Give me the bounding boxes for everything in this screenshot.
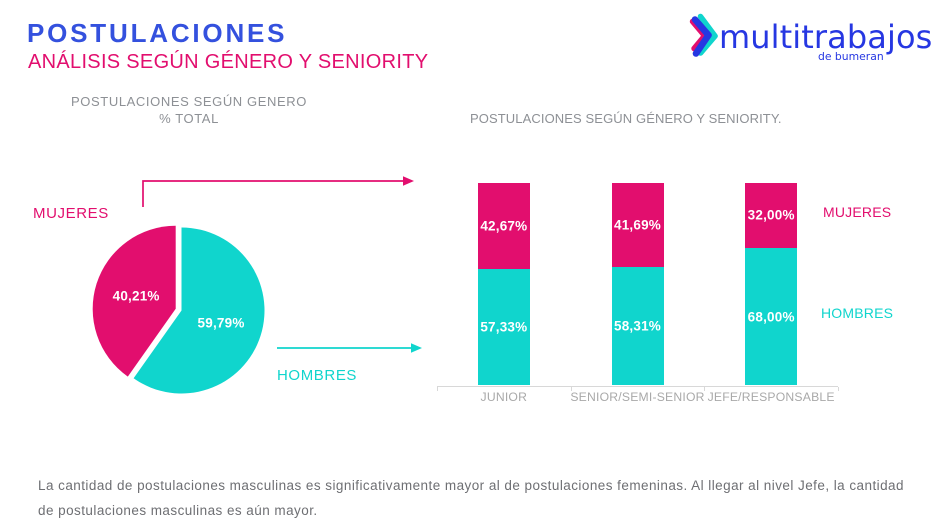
bar-value-jefe/responsable-mujeres: 32,00% — [747, 207, 795, 223]
pie-chart-title: POSTULACIONES SEGÚN GENERO % TOTAL — [64, 94, 314, 127]
legend-hombres: HOMBRES — [821, 305, 894, 321]
x-axis-line — [437, 385, 838, 387]
bar-jefe/responsable-mujeres — [745, 183, 798, 248]
pie-value-hombres: 59,79% — [197, 315, 245, 331]
pie-chart-title-line1: POSTULACIONES SEGÚN GENERO — [71, 94, 307, 109]
bar-value-jefe/responsable-hombres: 68,00% — [747, 309, 795, 325]
footer-note-line2: de postulaciones masculinas es aún mayor… — [38, 502, 318, 518]
footer-note-line1: La cantidad de postulaciones masculinas … — [38, 478, 904, 493]
pie-slice-hombres — [133, 227, 265, 394]
pie-value-mujeres: 40,21% — [112, 288, 160, 304]
bar-chart-title: POSTULACIONES SEGÚN GÉNERO Y SENIORITY. — [470, 111, 782, 126]
mujeres-arrow — [142, 176, 414, 207]
x-axis-tick — [570, 386, 572, 391]
legend-mujeres: MUJERES — [823, 204, 892, 220]
bar-jefe/responsable-hombres — [745, 247, 798, 386]
x-axis-tick — [838, 386, 839, 391]
bar-value-junior-hombres: 57,33% — [480, 319, 528, 335]
logo-sub-text: de bumeran — [818, 50, 884, 63]
pie-chart — [92, 225, 265, 394]
x-axis-tick — [704, 386, 706, 391]
category-label-jefe/responsable: JEFE/RESPONSABLE — [707, 390, 835, 404]
category-label-junior: JUNIOR — [480, 390, 528, 404]
pie-label-mujeres: MUJERES — [33, 205, 109, 222]
bar-senior/semi-senior-hombres — [611, 267, 664, 386]
category-label-senior/semi-senior: SENIOR/SEMI-SENIOR — [570, 390, 705, 404]
pie-chart-title-line2: % TOTAL — [159, 110, 219, 126]
multitrabajos-logo: multitrabajos de bumeran — [684, 10, 938, 63]
bar-value-senior/semi-senior-hombres: 58,31% — [614, 318, 661, 334]
bar-junior-mujeres — [477, 183, 530, 270]
hombres-arrow — [277, 343, 422, 353]
bar-value-junior-mujeres: 42,67% — [480, 218, 528, 234]
page-subtitle: ANÁLISIS SEGÚN GÉNERO Y SENIORITY — [28, 51, 429, 73]
x-axis-tick — [437, 386, 438, 391]
bar-senior/semi-senior-mujeres — [611, 183, 664, 268]
bar-value-senior/semi-senior-mujeres: 41,69% — [614, 217, 661, 233]
logo-brand-text: multitrabajos — [719, 18, 933, 56]
bar-junior-hombres — [477, 269, 530, 386]
pie-label-hombres: HOMBRES — [277, 367, 358, 384]
page-title: POSTULACIONES — [27, 18, 288, 48]
logo-chevron-icon — [689, 13, 718, 57]
footer-note: La cantidad de postulaciones masculinas … — [38, 474, 904, 523]
